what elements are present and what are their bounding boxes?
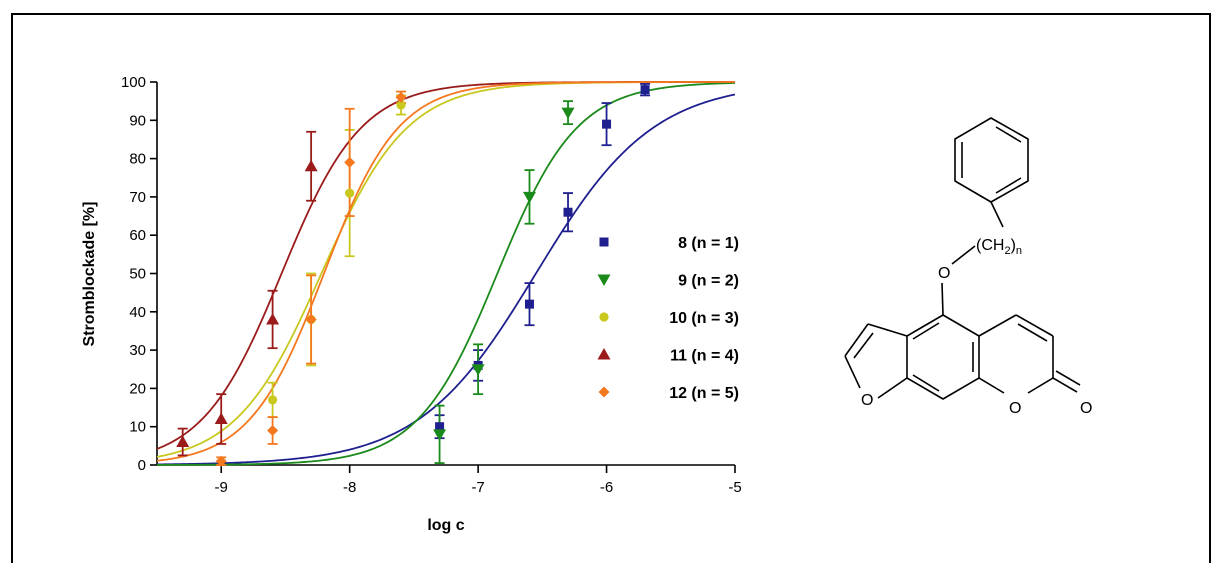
central-double-bond [912,374,940,392]
legend-compound-number: 12 [669,385,687,402]
data-point [395,91,407,103]
legend: 8 (n = 1) 9 (n = 2) 10 (n = 3) 11 (n = 4) 12… [597,235,739,402]
data-point [345,188,355,198]
furan-bond [844,355,861,389]
fit-curve-series-4 [156,81,735,450]
x-axis-label: log c [427,517,464,534]
chain-bond [990,201,1004,228]
x-tick-label: -8 [343,479,356,496]
furan-double-bond [853,332,874,359]
data-markers [176,85,650,467]
pyranone-bond [1015,314,1054,337]
legend-compound-number: 11 [670,348,687,365]
fit-curve-series-2 [156,82,736,466]
x-tick-label: -9 [215,479,228,496]
pyranone-bond [978,377,1005,394]
data-point [214,412,228,425]
data-point [471,364,485,376]
legend-marker [598,386,610,398]
central-double-bond [912,322,940,340]
pyranone-bond [1027,377,1054,394]
legend-marker [599,237,609,247]
fit-curve-series-5 [156,81,735,462]
y-tick-label: 30 [129,342,146,359]
legend-label: 9 (n = 2) [678,273,739,290]
legend-marker [599,312,609,322]
furan-bond [844,323,869,357]
x-tick-label: -7 [471,479,484,496]
carbonyl-bond [1052,377,1078,393]
x-tick-label: -6 [600,479,613,496]
figure-frame [11,13,1211,563]
error-bars [177,83,651,466]
data-point [524,299,534,309]
data-point [561,107,575,120]
pyranone-double-bond [1017,323,1048,342]
y-tick-label: 70 [129,189,146,206]
data-point [268,395,278,405]
carbonyl-double-bond [1055,370,1081,386]
data-point [304,159,318,172]
legend-marker [597,348,611,360]
y-tick-label: 60 [129,227,146,244]
dose-response-plot: 0 10 20 30 40 50 60 70 80 90 100 -9 -8 -7 -6 -5 Strombl… [81,74,742,534]
legend-label: 10 (n = 3) [669,310,739,327]
benzene-ring [954,117,1029,203]
central-ring [906,314,980,400]
furan-bond [867,323,908,337]
fit-curve-series-1 [156,93,736,466]
ether-oxygen: O [938,265,950,282]
y-tick-label: 100 [121,74,146,91]
legend-label: 12 (n = 5) [669,385,739,402]
data-point [435,422,445,432]
y-tick-label: 50 [129,266,146,283]
legend-compound-detail: (n = 4) [687,348,739,365]
carbonyl-oxygen: O [1080,400,1092,417]
legend-compound-number: 10 [669,310,687,327]
data-point [305,313,317,325]
data-point [640,85,650,95]
y-tick-label: 10 [129,419,146,436]
data-point [396,100,406,110]
benzene-double-bond [995,126,1022,143]
chemical-structure: (CH2)n O O O O [844,117,1092,417]
ring-oxygen: O [1009,400,1021,417]
legend-compound-detail: (n = 2) [687,273,739,290]
x-tick-label: -5 [728,479,741,496]
data-point [176,435,190,448]
furan-bond [877,377,908,399]
legend-marker [597,274,611,286]
benzene-double-bond [995,177,1022,194]
legend-compound-detail: (n = 3) [687,310,739,327]
legend-compound-detail: (n = 5) [687,385,739,402]
legend-compound-number: 8 [678,235,687,252]
data-point [266,312,280,325]
data-point [602,119,612,129]
furan-oxygen: O [861,392,873,409]
pyranone-bond [978,314,1017,337]
data-point [344,156,356,168]
y-axis-label: Stromblockade [%] [81,202,98,347]
ether-bond [941,282,944,316]
data-point [563,207,573,217]
y-tick-label: 20 [129,380,146,397]
fit-curves [156,81,736,466]
legend-label: 8 (n = 1) [678,235,739,252]
y-tick-label: 40 [129,304,146,321]
y-tick-label: 90 [129,112,146,129]
legend-compound-detail: (n = 1) [687,235,739,252]
data-point [522,191,536,204]
y-tick-label: 80 [129,151,146,168]
axes: 0 10 20 30 40 50 60 70 80 90 100 -9 -8 -7 -6 -5 [121,74,742,496]
data-point [267,425,279,437]
y-tick-label: 0 [138,457,146,474]
legend-compound-number: 9 [678,273,687,290]
fit-curve-series-3 [156,81,736,458]
chain-label: (CH2)n [976,237,1022,257]
legend-label: 11 (n = 4) [670,348,739,365]
data-point [215,455,227,467]
chain-bond [951,245,976,265]
data-point [433,429,447,441]
